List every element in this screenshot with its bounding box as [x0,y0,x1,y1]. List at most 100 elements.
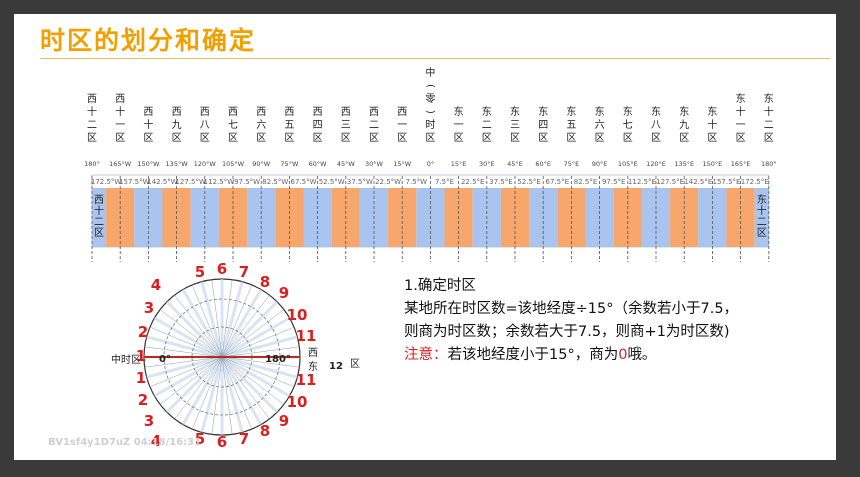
dial-center-label: 中时区 [111,353,141,366]
meridian-label: 75°W [280,160,299,168]
zone-label-char: 区 [566,132,576,144]
meridian-label: 30°E [479,160,495,168]
dial-digit-top: 6 [217,260,227,278]
dial-spoke [200,356,224,433]
dial-spoke [146,355,223,379]
meridian-label: 135°E [674,160,694,168]
zone-label-char: 六 [595,119,605,131]
dial-digit-right: 11 [296,371,317,389]
zone-label-char: 十 [87,105,97,118]
zone-label-char: 九 [172,119,182,131]
zone-label-char: 四 [538,120,548,131]
title-rule [40,58,830,59]
explanation-text: 1.确定时区 某地所在时区数=该地经度÷15°（余数若小于7.5， 则商为时区数… [404,275,824,367]
zone-label-char: 十 [764,105,774,118]
dial-boundary-line [221,346,300,358]
zone-label-char: 六 [256,119,266,131]
zone-label-char: 一 [397,120,407,131]
zone-label-char: 区 [538,132,548,144]
zone-label-char: 零 [425,93,435,105]
boundary-label: 97.5°W [234,178,260,186]
dial-boundary-line [221,356,285,405]
band-label-east: 区 [757,227,767,239]
dial-west-label: 西 [308,348,318,359]
zone-label-char: 中 [425,66,435,79]
zone-label-char: 区 [115,132,125,144]
zone-label-char: 西 [143,107,153,118]
zone-label-char: 区 [736,132,746,144]
zone-label-char: 五 [566,120,576,131]
dial-digit-left: 2 [138,323,148,341]
dial-twelve-number: 12 [329,361,343,372]
zone-label-char: 区 [510,132,520,144]
boundary-label: 67.5°E [546,178,570,186]
dial-spoke [153,355,223,398]
dial-digit-left: 1 [136,347,146,365]
zone-label-char: 区 [679,132,689,144]
zone-label-char: 区 [313,132,323,144]
note-line: 注意：若该地经度小于15°，商为0哦。 [404,344,824,367]
zone-label-char: 时 [425,119,435,131]
meridian-label: 120°E [646,160,666,168]
meridian-label: 150°E [703,160,723,168]
meridian-label: 135°W [166,160,189,168]
zone-label-char: 区 [482,132,492,144]
zone-label-char: 区 [595,132,605,144]
zone-label-char: 三 [510,120,520,131]
dial-boundary-line [149,326,223,358]
zone-label-char: 东 [454,105,464,118]
meridian-label: 105°W [222,160,245,168]
zone-label-char: 十 [707,118,717,131]
dial-spoke [200,281,224,358]
zone-label-char: 东 [510,105,520,118]
dial-digit-top: 9 [279,284,289,302]
zone-label-char: 东 [651,105,661,118]
dial-digit-left: 4 [151,432,161,450]
zone-label-char: 东 [736,92,746,105]
zone-label-char: 东 [566,105,576,118]
band-stripe [754,188,769,247]
zone-label-char: 二 [87,120,97,131]
meridian-label: 90°E [592,160,608,168]
meridian-label: 45°W [337,160,356,168]
zone-label-char: 一 [454,120,464,131]
formula-line-2: 则商为时区数；余数若大于7.5，则商+1为时区数) [404,324,730,340]
dial-spoke [181,356,224,426]
zone-label-char: 一 [736,120,746,131]
zone-label-char: 东 [764,92,774,105]
dial-digit-bottom: 5 [195,430,205,448]
band-label-west: 二 [94,217,104,228]
zone-label-char: 二 [482,120,492,131]
formula-line-1: 某地所在时区数=该地经度÷15°（余数若小于7.5， [404,301,739,317]
zone-label-char: 区 [651,132,661,144]
boundary-label: 67.5°W [290,178,316,186]
band-label-east: 二 [757,217,767,228]
dial-boundary-line [221,356,270,420]
dial-boundary-line [221,356,253,430]
dial-spoke [220,356,263,426]
dial-digit-bottom: 7 [239,430,249,448]
boundary-label: 112.5°W [204,178,235,186]
dial-boundary-line [159,356,223,405]
dial-digit-bottom: 6 [217,433,227,451]
meridian-label: 0° [427,160,434,168]
zone-label-char: 西 [172,107,182,118]
zone-label-char: ( [424,84,435,88]
zone-label-char: 区 [397,132,407,144]
dial-digit-left: 4 [151,276,161,294]
dial-digit-left: 1 [136,369,146,387]
zone-label-char: 西 [284,107,294,118]
dial-zero-label: 0° [159,354,171,365]
zone-label-char: 区 [87,132,97,144]
zone-label-char: 七 [623,119,633,131]
zone-label-char: 西 [397,107,407,118]
dial-spoke [220,356,244,433]
zone-label-char: 区 [172,132,182,144]
dial-boundary-line [149,356,223,388]
zone-label-char: 西 [369,107,379,118]
meridian-label: 150°W [137,160,160,168]
dial-boundary-line [211,356,223,435]
boundary-label: 157.5°W [119,178,150,186]
zone-label-char: 区 [707,132,717,144]
zone-label-char: 西 [228,107,238,118]
